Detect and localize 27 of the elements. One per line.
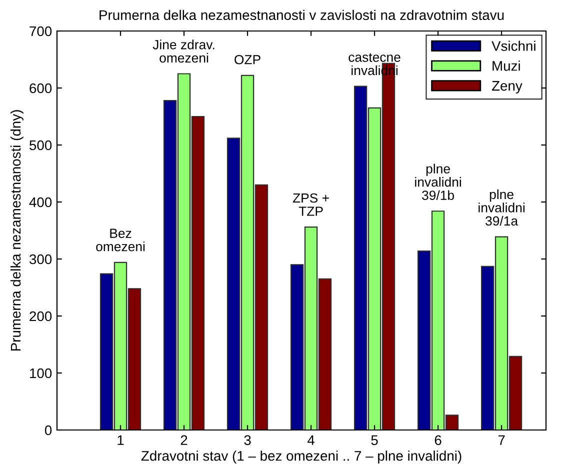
- y-tick-label: 0: [44, 425, 52, 436]
- y-tick-label: 700: [30, 26, 52, 36]
- chart-title: Prumerna delka nezamestnanosti v zavislosti na zdravotnim stavu: [100, 10, 504, 20]
- y-tick-label: 400: [29, 197, 52, 208]
- legend-label: Muzi: [492, 60, 520, 71]
- y-axis-title: Prumerna delka nezamestnanosti (dny): [10, 110, 24, 351]
- legend-label: Zeny: [492, 81, 522, 94]
- x-tick-label: 7: [498, 435, 505, 445]
- x-axis-title: Zdravotni stav (1 – bez omezeni .. 7 – plne invalidni): [141, 450, 462, 464]
- x-tick-label: 2: [180, 435, 188, 445]
- x-tick-label: 4: [307, 435, 314, 445]
- annotation: Bez omezeni: [96, 228, 145, 252]
- legend-label: Vsichni: [492, 40, 536, 51]
- annotation: plne invalidni 39/1b: [415, 164, 461, 200]
- annotation: OZP: [234, 54, 260, 64]
- y-tick-label: 200: [30, 311, 52, 322]
- y-tick-label: 300: [30, 254, 52, 264]
- annotation: plne invalidni 39/1a: [478, 189, 524, 226]
- annotation: Jine zdrav. omezeni: [152, 40, 214, 63]
- x-tick-label: 1: [118, 435, 124, 445]
- x-tick-label: 3: [244, 435, 251, 446]
- y-tick-label: 500: [30, 140, 52, 150]
- annotation: ZPS + TZP: [292, 193, 329, 216]
- x-tick-label: 5: [371, 435, 378, 446]
- x-tick-label: 6: [434, 435, 442, 446]
- y-tick-label: 100: [30, 368, 52, 378]
- y-tick-label: 600: [30, 83, 52, 94]
